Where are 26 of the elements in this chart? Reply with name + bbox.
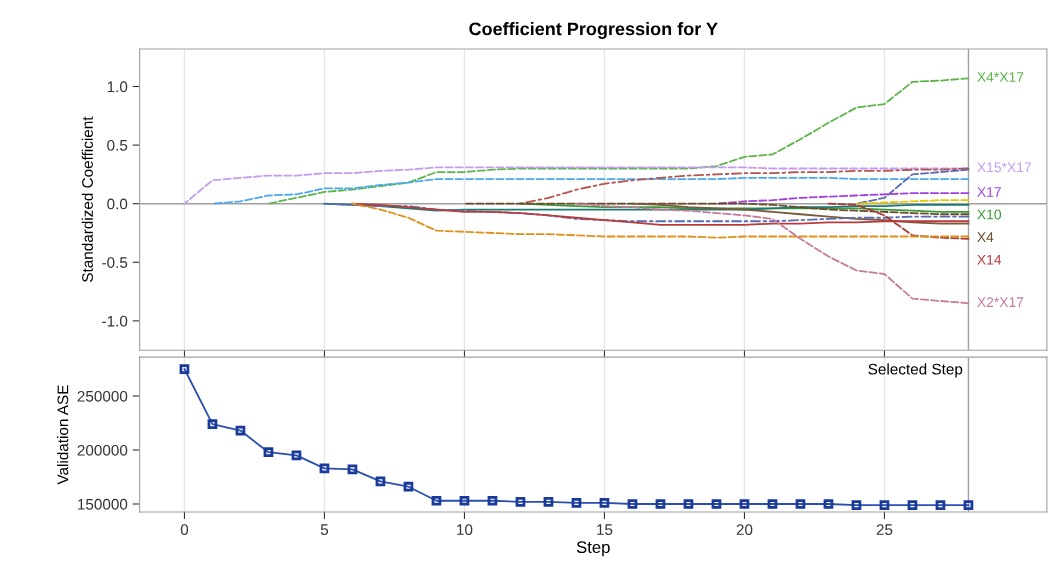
ref-line-label: Selected Step [868, 363, 963, 378]
y-axis-title: Standardized Coefficient [81, 116, 93, 282]
series-label: X15*X17 [977, 162, 1031, 173]
series-label: X2*X17 [977, 297, 1024, 307]
series-label: X4*X17 [977, 72, 1024, 82]
x-axis-title: Step [576, 541, 610, 557]
x-tick-label: 25 [876, 524, 893, 536]
x-tick-label: 10 [457, 524, 473, 536]
text: X14 [977, 254, 1002, 265]
y-tick-label: 200000 [77, 444, 128, 456]
y-axis-title: Validation ASE [57, 385, 69, 485]
y-tick-label: 0.0 [107, 198, 128, 210]
series-label: X4 [977, 232, 994, 242]
x-tick-label: 15 [597, 524, 613, 536]
y-tick-label: -1.0 [102, 315, 128, 327]
y-tick-label: 250000 [77, 390, 128, 402]
y-tick-label: 1.0 [107, 81, 128, 93]
x-tick-label: 5 [320, 524, 329, 536]
series-label: X10 [977, 209, 1002, 220]
y-tick-label: -0.5 [102, 257, 128, 268]
chart-title: Coefficient Progression for Y [469, 22, 718, 39]
series-label: X17 [977, 187, 1001, 197]
y-tick-label: 0.5 [107, 139, 128, 151]
x-tick-label: 20 [736, 524, 753, 536]
y-tick-label: 150000 [78, 498, 128, 510]
x-tick-label: 0 [180, 524, 189, 536]
